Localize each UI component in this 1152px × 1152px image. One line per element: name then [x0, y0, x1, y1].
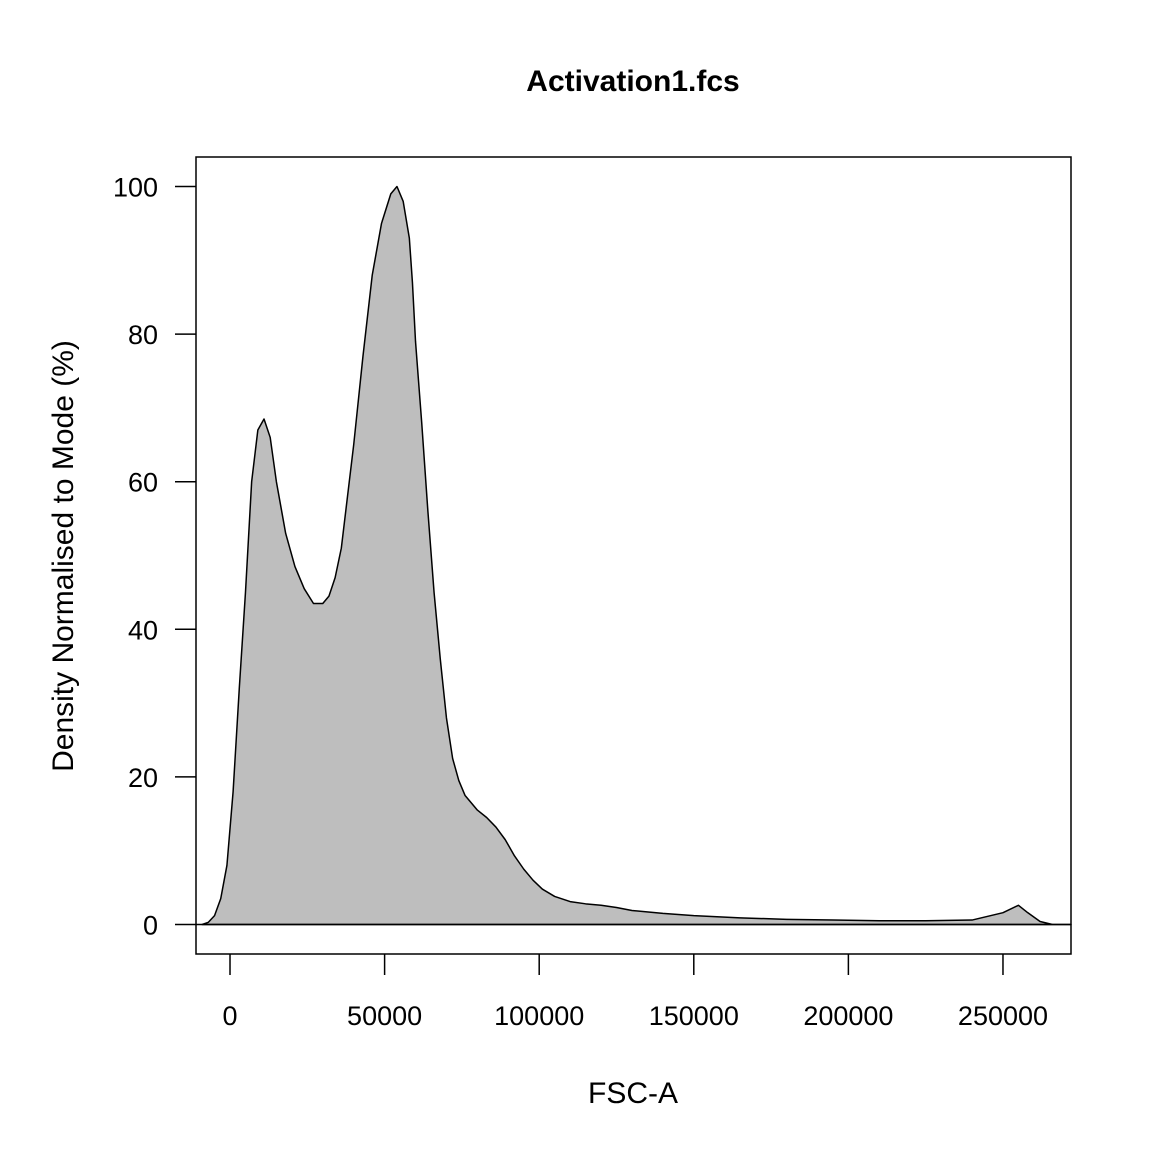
x-tick-label: 0 [222, 1001, 237, 1031]
plot-frame [195, 156, 1072, 955]
y-tick-label: 80 [128, 320, 158, 350]
y-tick-label: 40 [128, 615, 158, 645]
chart-title: Activation1.fcs [526, 65, 739, 98]
x-tick-label: 250000 [958, 1001, 1048, 1031]
y-tick-label: 0 [143, 910, 158, 940]
x-axis: 0 50000 100000 150000 200000 250000 [222, 954, 1048, 1031]
x-tick-label: 150000 [649, 1001, 739, 1031]
x-tick-label: 200000 [803, 1001, 893, 1031]
y-axis-label: Density Normalised to Mode (%) [47, 340, 80, 772]
y-tick-label: 100 [113, 173, 158, 203]
x-axis-label: FSC-A [588, 1077, 678, 1110]
y-tick-label: 60 [128, 468, 158, 498]
y-axis: 0 20 40 60 80 100 [113, 173, 196, 940]
density-area [201, 185, 1072, 926]
y-tick-label: 20 [128, 763, 158, 793]
x-tick-label: 100000 [494, 1001, 584, 1031]
x-tick-label: 50000 [347, 1001, 422, 1031]
